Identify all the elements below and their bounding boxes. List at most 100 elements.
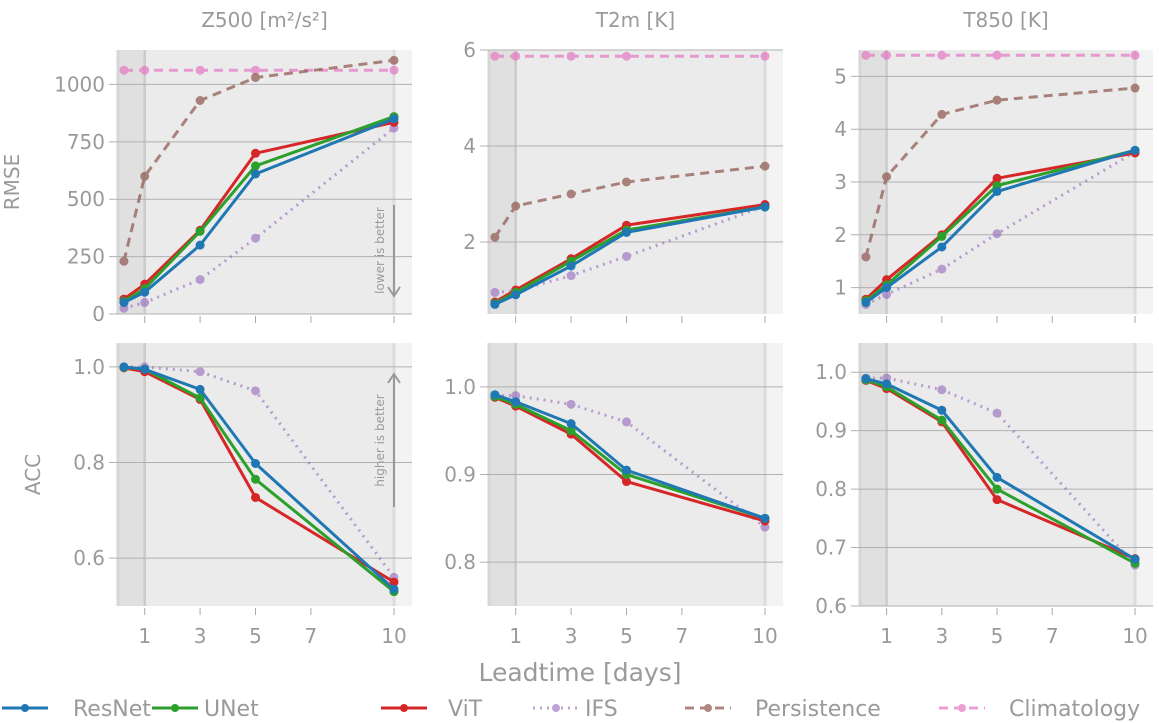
data-point (992, 484, 1002, 494)
data-point (389, 114, 399, 124)
annotation-text: higher is better (373, 394, 387, 486)
series-line (865, 150, 1136, 306)
xtick-label: 1 (509, 624, 522, 648)
ytick-label: 0.6 (815, 594, 847, 618)
xtick-label: 10 (381, 624, 406, 648)
data-point (195, 275, 205, 285)
ytick-label: 1.0 (73, 355, 105, 379)
data-point (566, 271, 576, 281)
data-point (250, 492, 260, 502)
arrow-head-icon (387, 286, 401, 298)
legend-label: ResNet (73, 697, 151, 722)
data-point (992, 408, 1002, 418)
xtick-label: 3 (194, 624, 207, 648)
shaded-region-short-range (117, 50, 145, 314)
data-point (389, 65, 399, 75)
legend-marker (171, 704, 179, 712)
data-point (250, 459, 260, 469)
xtick-label: 3 (935, 624, 948, 648)
data-point (566, 399, 576, 409)
data-point (992, 173, 1002, 183)
data-point (992, 95, 1002, 105)
data-point (250, 386, 260, 396)
shaded-region-beyond-10 (393, 343, 412, 606)
xtick-label: 10 (1122, 624, 1147, 648)
series-persistence (490, 161, 770, 242)
ytick-label: 1 (834, 276, 847, 300)
data-point (621, 51, 631, 61)
ytick-label: 4 (834, 117, 847, 141)
legend-item-resnet (2, 704, 48, 712)
ytick-label: 500 (67, 187, 105, 211)
data-point (760, 202, 770, 212)
shaded-region-beyond-10 (1135, 343, 1153, 606)
ytick-label: 2 (834, 223, 847, 247)
data-point (490, 232, 500, 242)
data-point (566, 261, 576, 271)
data-point (140, 171, 150, 181)
ytick-label: 0.9 (815, 419, 847, 443)
data-point (937, 385, 947, 395)
data-point (1130, 83, 1140, 93)
data-point (621, 417, 631, 427)
legend-marker (552, 704, 560, 712)
subplot-1: 0 250 500 750 1000 Z500 [m²/s²] RMSE lower is b… (0, 8, 412, 326)
arrow-head-icon (387, 372, 401, 384)
data-point (882, 50, 892, 60)
ytick-label: 0.8 (815, 477, 847, 501)
subplot-5: 0.8 0.9 1.0 1 3 5 7 10 (444, 343, 783, 648)
data-point (195, 96, 205, 106)
data-point (250, 161, 260, 171)
ytick-label: 6 (463, 38, 476, 62)
data-point (140, 364, 150, 374)
legend-marker (400, 704, 408, 712)
legend: ResNet UNet ViT IFS Persistence Climatology (2, 697, 1140, 722)
legend-label: UNet (204, 697, 259, 722)
legend-label: ViT (448, 697, 483, 722)
ytick-label: 0.8 (73, 451, 105, 475)
ytick-label: 0.8 (444, 550, 476, 574)
xtick-label: 7 (676, 624, 689, 648)
data-point (119, 256, 129, 266)
data-point (882, 379, 892, 389)
xtick-label: 5 (249, 624, 262, 648)
data-point (621, 177, 631, 187)
shared-xlabel: Leadtime [days] (478, 658, 681, 687)
data-point (621, 465, 631, 475)
data-point (490, 390, 500, 400)
data-point (140, 287, 150, 297)
data-point (937, 405, 947, 415)
data-point (511, 397, 521, 407)
plot-background (859, 343, 1153, 606)
data-point (882, 289, 892, 299)
data-point (511, 51, 521, 61)
series-persistence (119, 55, 399, 266)
series-resnet (119, 114, 399, 308)
legend-label: Persistence (755, 697, 881, 722)
data-point (937, 109, 947, 119)
series-resnet (119, 362, 399, 594)
ytick-label: 1.0 (444, 375, 476, 399)
plot-background (488, 50, 783, 314)
shaded-region-beyond-10 (393, 50, 412, 314)
data-point (195, 367, 205, 377)
data-point (195, 384, 205, 394)
subplot-2: 2 4 6 T2m [K] (463, 8, 783, 323)
data-point (389, 577, 399, 587)
ytick-label: 4 (463, 134, 476, 158)
data-point (937, 242, 947, 252)
legend-item-ifs (533, 704, 579, 712)
series-persistence (861, 83, 1140, 262)
ytick-label: 250 (67, 245, 105, 269)
data-point (250, 148, 260, 158)
data-point (250, 73, 260, 83)
legend-label: IFS (585, 697, 618, 722)
data-point (490, 51, 500, 61)
data-point (760, 161, 770, 171)
data-point (490, 299, 500, 309)
series-resnet (861, 374, 1140, 564)
xtick-label: 5 (620, 624, 633, 648)
data-point (621, 251, 631, 261)
ylabel: RMSE (0, 154, 24, 210)
data-point (861, 252, 871, 262)
